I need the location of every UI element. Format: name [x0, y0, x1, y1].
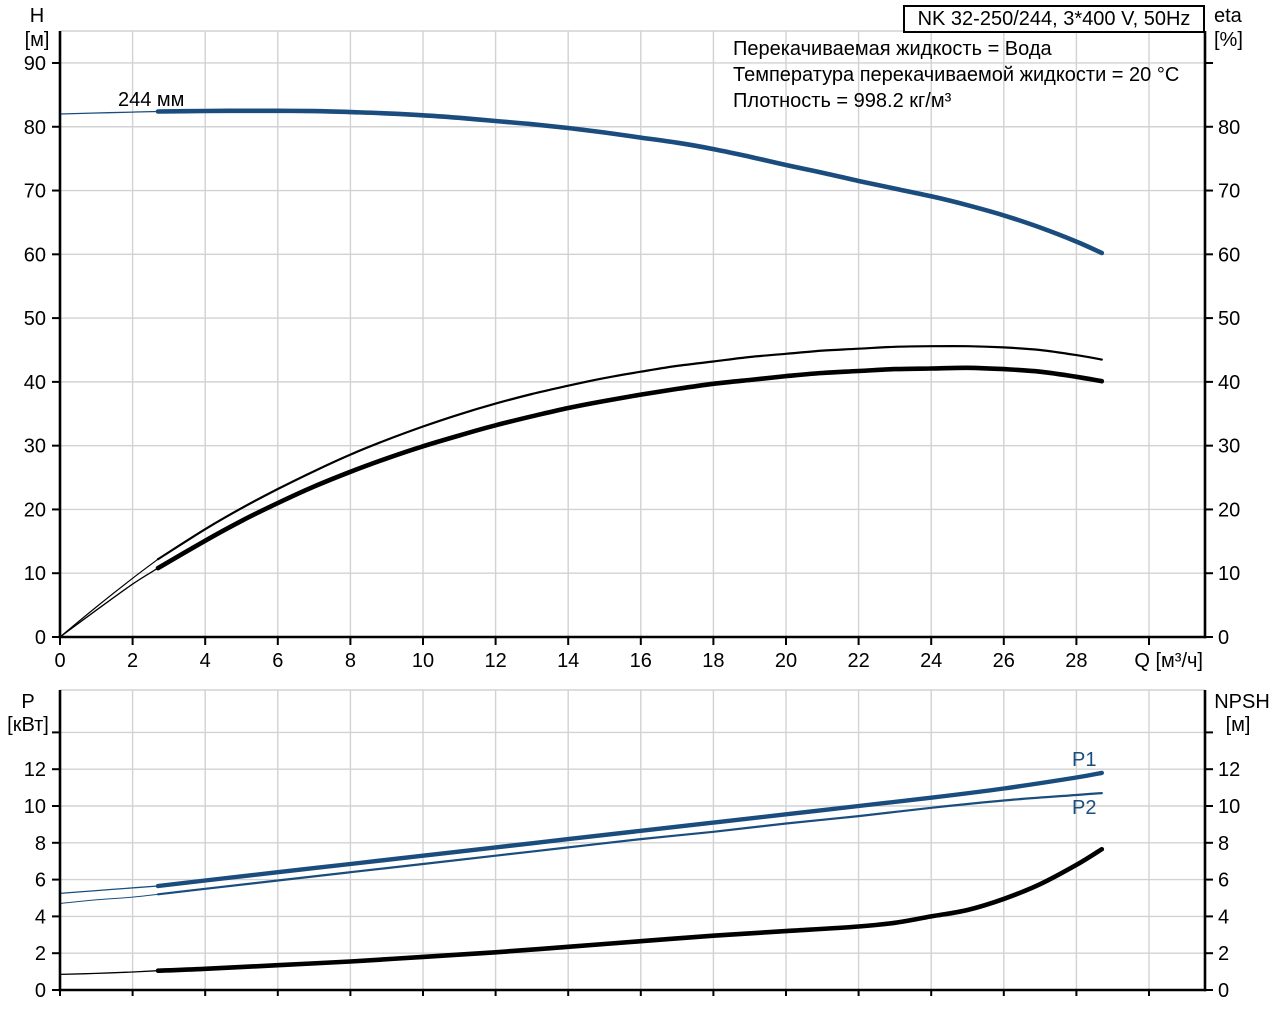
x-tick-label: 0	[54, 650, 65, 672]
p2-power-curve-thick-segment	[156, 792, 1103, 896]
y-tick-label-right: 80	[1218, 117, 1240, 139]
y-tick-label-right: 20	[1218, 499, 1240, 521]
y-right-axis-title: eta	[1214, 5, 1243, 27]
x-tick-label: 6	[272, 650, 283, 672]
grid	[60, 30, 1205, 637]
x-tick-label: 16	[630, 650, 652, 672]
npsh-curve	[59, 846, 1105, 976]
y-tick-label-right: 10	[1218, 563, 1240, 585]
y-left-axis-title: H	[30, 5, 44, 27]
bottom-chart: 0 0 2 2 4 4 6 6 8 8 10 10 12 12 P[кВт] NPSH[м] P1 P2	[7, 689, 1270, 1002]
p1-power-curve-thin-segment	[59, 885, 159, 895]
y-tick-label-left: 8	[35, 833, 46, 855]
grid	[60, 689, 1205, 990]
y-tick-label-left: 6	[35, 870, 46, 892]
y-left-axis-title: P	[21, 691, 34, 713]
head-curve-244mm-thin-segment	[59, 110, 159, 115]
x-tick-label: 14	[557, 650, 579, 672]
x-tick-label: 28	[1065, 650, 1087, 672]
curve-label-p2: P2	[1072, 797, 1096, 819]
y-tick-label-right: 50	[1218, 308, 1240, 330]
npsh-curve-thick-segment	[155, 846, 1105, 973]
head-curve-244mm-thick-segment	[155, 108, 1105, 256]
y-tick-label-right: 8	[1218, 833, 1229, 855]
y-tick-label-left: 30	[24, 436, 46, 458]
y-tick-label-left: 80	[24, 117, 46, 139]
y-tick-label-left: 10	[24, 563, 46, 585]
y-tick-label-left: 10	[24, 796, 46, 818]
curve-label-p1: P1	[1072, 749, 1096, 771]
axis-ticks	[52, 61, 1213, 645]
p1-power-curve	[59, 770, 1104, 895]
y-tick-label-left: 20	[24, 499, 46, 521]
y-tick-label-left: 60	[24, 244, 46, 266]
x-tick-label: 12	[484, 650, 506, 672]
p1-power-curve-thick-segment	[155, 770, 1104, 889]
y-tick-label-right: 4	[1218, 906, 1229, 928]
y-tick-label-left: 2	[35, 943, 46, 965]
p2-power-curve-thin-segment	[59, 893, 159, 904]
y-tick-label-right: 40	[1218, 372, 1240, 394]
y-right-axis-title: NPSH	[1214, 691, 1270, 713]
y-tick-label-right: 30	[1218, 436, 1240, 458]
y-tick-label-left: 4	[35, 906, 46, 928]
curve-label-244-мм: 244 мм	[118, 89, 184, 111]
y-tick-label-left: 90	[24, 53, 46, 75]
liquid-info-block: Перекачиваемая жидкость = Вода Температу…	[733, 36, 1179, 114]
axes	[58, 31, 1207, 639]
pump-model-title-box: NK 32-250/244, 3*400 V, 50Hz	[903, 5, 1205, 33]
axis-ticks	[52, 731, 1213, 996]
y-tick-label-left: 0	[35, 980, 46, 1002]
y-right-axis-unit: [%]	[1214, 29, 1243, 51]
y-tick-label-right: 6	[1218, 870, 1229, 892]
y-tick-label-right: 0	[1218, 627, 1229, 649]
x-tick-label: 18	[702, 650, 724, 672]
info-line-liquid: Перекачиваемая жидкость = Вода	[733, 38, 1052, 60]
p2-power-curve	[59, 792, 1103, 904]
x-axis-title: Q [м³/ч]	[1134, 650, 1203, 672]
y-tick-label-left: 50	[24, 308, 46, 330]
y-tick-label-right: 10	[1218, 796, 1240, 818]
y-tick-label-right: 70	[1218, 181, 1240, 203]
efficiency-curve-thin-thick-segment	[156, 344, 1103, 561]
npsh-curve-thin-segment	[59, 970, 159, 976]
efficiency-curve-thick-thick-segment	[155, 365, 1105, 571]
x-tick-label: 2	[127, 650, 138, 672]
x-tick-label: 20	[775, 650, 797, 672]
info-line-temperature: Температура перекачиваемой жидкости = 20…	[733, 64, 1180, 86]
efficiency-curve-thick	[59, 365, 1105, 638]
y-tick-label-left: 0	[35, 627, 46, 649]
info-line-density: Плотность = 998.2 кг/м³	[733, 90, 952, 112]
y-right-axis-unit: [м]	[1226, 714, 1251, 736]
pump-model-title: NK 32-250/244, 3*400 V, 50Hz	[917, 7, 1191, 30]
x-tick-label: 26	[993, 650, 1015, 672]
y-left-axis-unit: [м]	[25, 29, 50, 51]
x-tick-label: 8	[345, 650, 356, 672]
efficiency-curve-thin-thin-segment	[59, 558, 159, 638]
y-tick-label-right: 12	[1218, 759, 1240, 781]
y-left-axis-unit: [кВт]	[7, 714, 49, 736]
y-tick-label-right: 60	[1218, 244, 1240, 266]
axes	[58, 690, 1207, 992]
y-tick-label-right: 0	[1218, 980, 1229, 1002]
y-tick-label-right: 2	[1218, 943, 1229, 965]
x-tick-label: 4	[200, 650, 211, 672]
head-curve-244mm	[59, 108, 1105, 256]
y-tick-label-left: 12	[24, 759, 46, 781]
efficiency-curve-thick-thin-segment	[59, 567, 159, 638]
x-tick-label: 10	[412, 650, 434, 672]
efficiency-curve-thin	[59, 344, 1103, 638]
x-tick-label: 22	[847, 650, 869, 672]
y-tick-label-left: 70	[24, 181, 46, 203]
x-tick-label: 24	[920, 650, 942, 672]
y-tick-label-left: 40	[24, 372, 46, 394]
axis-labels: 0 0 2 2 4 4 6 6 8 8 10 10 12 12 P[кВт] NPSH[м] P1 P2	[7, 691, 1270, 1002]
